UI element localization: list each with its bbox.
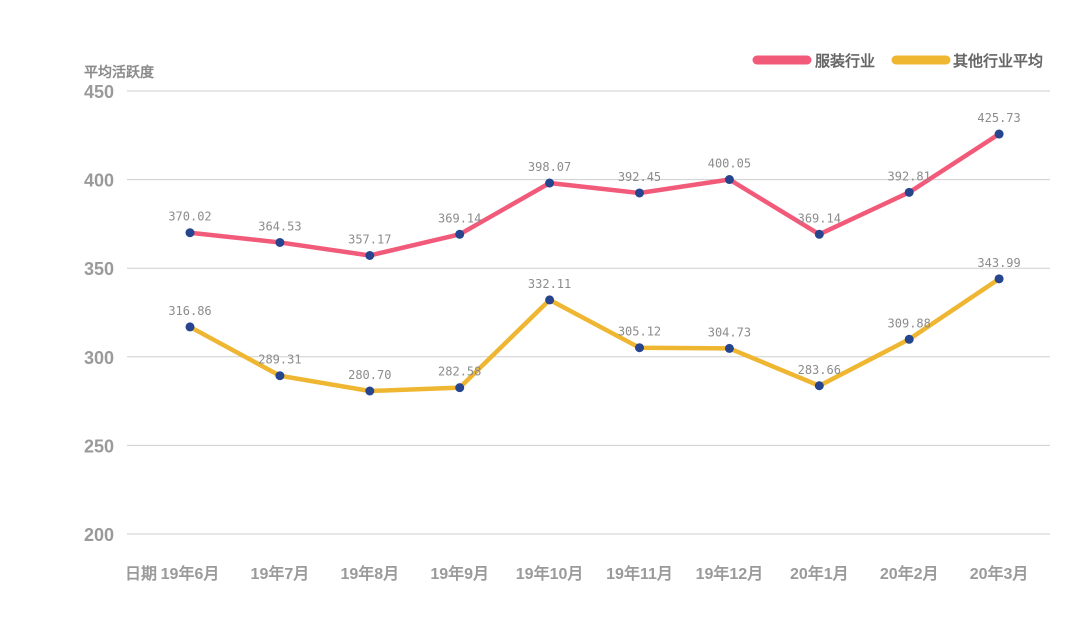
data-label: 280.70 <box>348 368 391 382</box>
y-tick-label: 350 <box>84 259 114 279</box>
data-point <box>365 250 375 260</box>
data-point <box>994 129 1004 139</box>
x-tick-label: 20年1月 <box>790 564 849 583</box>
y-tick-label: 400 <box>84 171 114 191</box>
data-point <box>545 295 555 305</box>
x-tick-label: 20年2月 <box>880 564 939 583</box>
data-point <box>275 237 285 247</box>
series-line-1 <box>187 131 1002 258</box>
x-tick-label: 20年3月 <box>970 564 1029 583</box>
data-point <box>814 381 824 391</box>
legend-label-1: 服装行业 <box>815 52 875 70</box>
x-tick-label: 19年7月 <box>251 564 310 583</box>
data-label: 283.66 <box>798 363 841 377</box>
data-point <box>545 178 555 188</box>
data-label: 392.81 <box>888 169 931 183</box>
y-axis-ticks: 450 400 350 300 250 200 <box>84 82 114 545</box>
data-label: 425.73 <box>977 111 1020 125</box>
data-label: 316.86 <box>168 304 211 318</box>
x-tick-label: 19年11月 <box>606 564 673 583</box>
data-label: 357.17 <box>348 232 391 246</box>
data-label: 305.12 <box>618 325 661 339</box>
data-label: 289.31 <box>258 353 301 367</box>
data-markers <box>185 129 1004 396</box>
data-point <box>724 343 734 353</box>
x-tick-label: 19年10月 <box>516 564 584 583</box>
data-label: 398.07 <box>528 160 571 174</box>
data-point <box>904 334 914 344</box>
data-point <box>455 229 465 239</box>
data-point <box>994 274 1004 284</box>
data-label: 400.05 <box>708 157 751 171</box>
legend: 服装行业 其他行业平均 <box>752 52 1043 70</box>
data-label: 304.73 <box>708 325 751 339</box>
data-label: 364.53 <box>258 219 301 233</box>
data-label: 343.99 <box>977 256 1020 270</box>
data-point <box>185 228 195 238</box>
y-tick-label: 200 <box>84 525 114 545</box>
gridlines <box>127 90 1050 535</box>
data-point <box>455 383 465 393</box>
data-point <box>635 343 644 353</box>
data-point <box>635 188 644 198</box>
x-tick-label: 19年9月 <box>430 564 489 583</box>
data-point <box>904 187 914 197</box>
y-axis-label: 平均活跃度 <box>84 64 155 81</box>
y-tick-label: 250 <box>84 436 114 456</box>
data-label: 282.58 <box>438 365 481 379</box>
series-line-2 <box>187 276 1002 394</box>
data-label: 369.14 <box>438 211 481 225</box>
data-label: 332.11 <box>528 277 571 291</box>
data-label: 370.02 <box>168 210 211 224</box>
data-point <box>814 229 824 239</box>
data-label: 369.14 <box>798 211 841 225</box>
data-point <box>724 175 734 185</box>
y-tick-label: 450 <box>84 82 114 102</box>
x-tick-label: 19年6月 <box>161 564 220 583</box>
data-point <box>275 371 285 381</box>
data-label: 309.88 <box>888 316 931 330</box>
x-tick-label: 19年12月 <box>696 564 764 583</box>
x-axis-prefix-label: 日期 <box>125 564 157 583</box>
data-point <box>365 386 375 396</box>
data-point <box>185 322 195 332</box>
data-labels: 370.02 364.53 357.17 369.14 398.07 392.45 400.… <box>168 111 1020 382</box>
x-tick-label: 19年8月 <box>340 564 399 583</box>
data-label: 392.45 <box>618 170 661 184</box>
y-tick-label: 300 <box>84 348 114 368</box>
legend-label-2: 其他行业平均 <box>953 52 1043 70</box>
x-axis-ticks: 日期 19年6月 19年7月 19年8月 19年9月 19年10月 19年11月 19年12… <box>125 564 1028 583</box>
series-lines <box>187 131 1002 394</box>
